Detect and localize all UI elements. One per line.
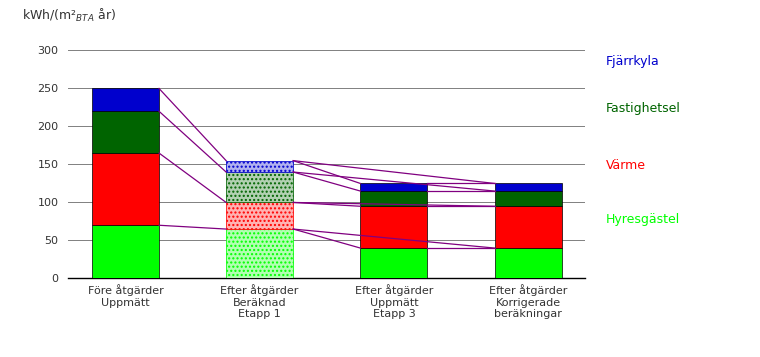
- Text: Värme: Värme: [606, 159, 646, 172]
- Bar: [92, 153, 159, 225]
- Bar: [360, 248, 427, 278]
- Bar: [360, 206, 427, 248]
- Bar: [495, 191, 562, 206]
- Bar: [226, 172, 293, 202]
- Bar: [226, 202, 293, 229]
- Bar: [92, 89, 159, 111]
- Bar: [360, 191, 427, 206]
- Bar: [226, 172, 293, 202]
- Bar: [495, 248, 562, 278]
- Bar: [92, 225, 159, 278]
- Bar: [226, 229, 293, 278]
- Bar: [92, 111, 159, 153]
- Bar: [360, 183, 427, 191]
- Bar: [226, 229, 293, 278]
- Bar: [495, 183, 562, 191]
- Text: Fastighetsel: Fastighetsel: [606, 102, 681, 115]
- Bar: [226, 161, 293, 172]
- Text: Fjärrkyla: Fjärrkyla: [606, 55, 660, 68]
- Bar: [226, 202, 293, 229]
- Text: Hyresgästel: Hyresgästel: [606, 213, 680, 226]
- Bar: [226, 161, 293, 172]
- Text: kWh/(m²$_{BTA}$ år): kWh/(m²$_{BTA}$ år): [22, 7, 116, 24]
- Bar: [495, 206, 562, 248]
